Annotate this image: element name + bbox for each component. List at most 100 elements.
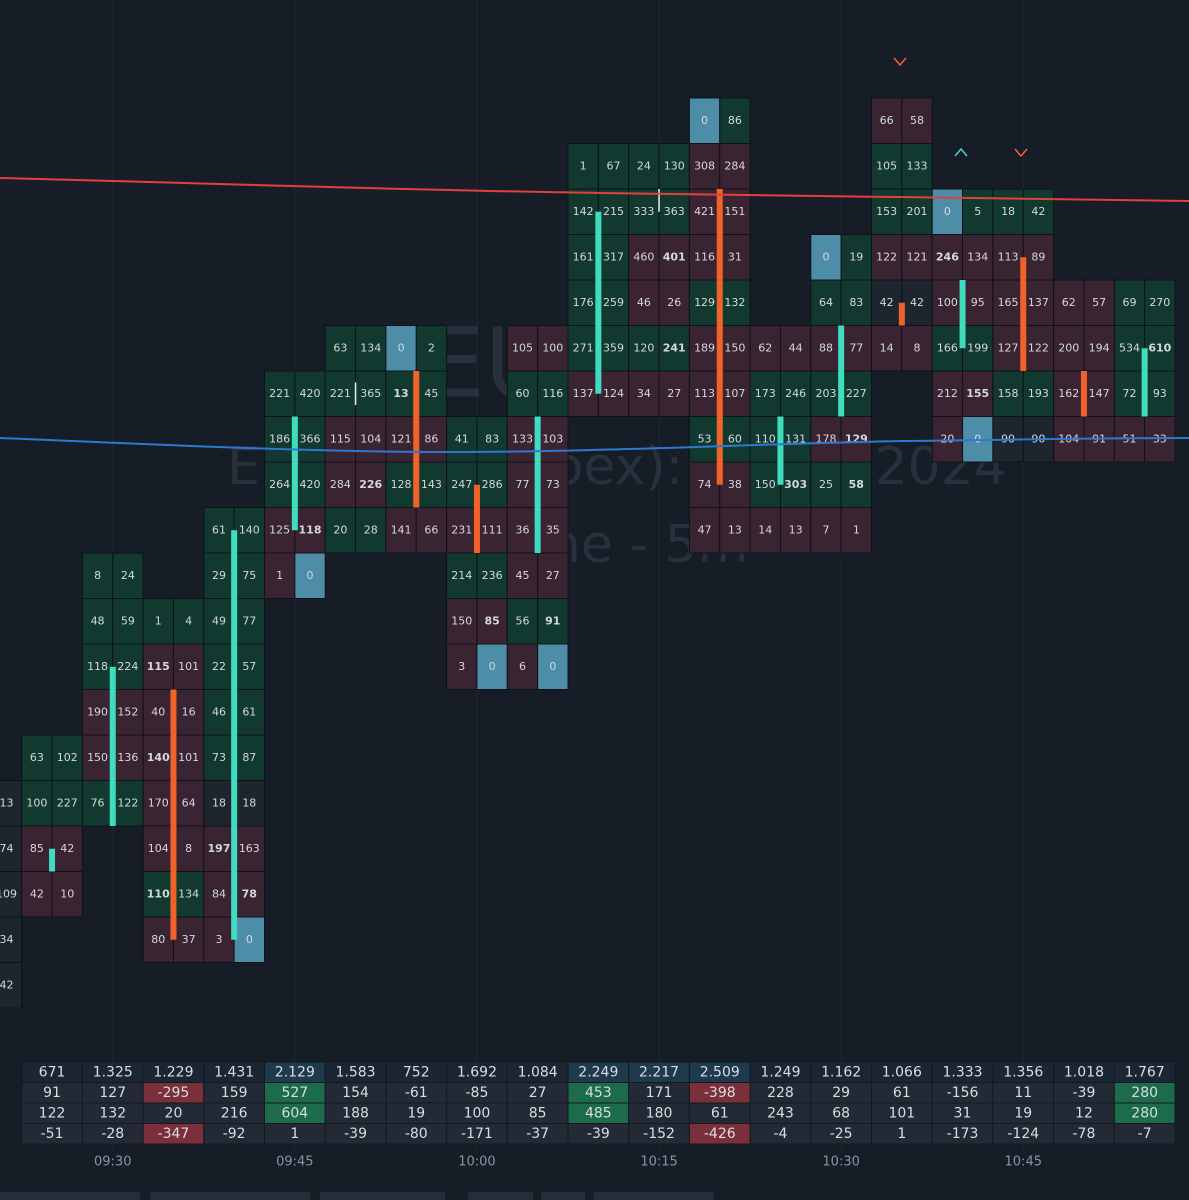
- ask-volume: 193: [1028, 387, 1049, 400]
- ask-volume: 75: [242, 569, 256, 582]
- ask-volume: 60: [728, 432, 742, 445]
- candle-body: [716, 189, 723, 485]
- bid-cell: [21, 825, 53, 872]
- bid-cell: [506, 416, 539, 463]
- summary-value: -28: [101, 1126, 124, 1142]
- bid-volume: 13: [393, 387, 408, 400]
- ask-cell: [597, 188, 630, 235]
- summary-value: -92: [223, 1126, 246, 1142]
- ask-volume: 66: [424, 523, 438, 536]
- ask-volume: 0: [246, 933, 253, 946]
- summary-value: 453: [585, 1085, 612, 1101]
- ask-volume: 73: [546, 478, 560, 491]
- ask-volume: 100: [542, 341, 563, 354]
- ask-volume: 201: [907, 205, 928, 218]
- bid-cell: [931, 279, 964, 326]
- summary-value: -152: [643, 1126, 675, 1142]
- buy-signal: [954, 147, 968, 157]
- ask-volume: 42: [1031, 205, 1045, 218]
- bid-volume: 34: [637, 387, 651, 400]
- ask-cell: [112, 780, 144, 827]
- ask-volume: 57: [1092, 296, 1106, 309]
- ask-cell: [840, 325, 873, 372]
- bid-volume: 36: [515, 523, 529, 536]
- summary-value: -4: [773, 1126, 787, 1142]
- bid-volume: 110: [147, 887, 170, 900]
- bid-volume: 127: [998, 341, 1019, 354]
- summary-value: 29: [832, 1085, 850, 1101]
- ask-cell: [779, 325, 812, 372]
- bid-volume: 46: [212, 705, 226, 718]
- ask-volume: 143: [421, 478, 442, 491]
- bid-cell: [810, 234, 842, 281]
- candle-body: [1020, 257, 1027, 371]
- tab: [150, 1192, 310, 1200]
- bid-cell: [81, 643, 114, 690]
- ask-cell: [172, 825, 205, 872]
- summary-value: 2.129: [275, 1065, 315, 1081]
- bid-volume: 113: [694, 387, 715, 400]
- ask-volume: 67: [607, 159, 621, 172]
- bid-volume: 84: [212, 887, 226, 900]
- summary-value: 20: [165, 1106, 183, 1122]
- ask-volume: 64: [182, 796, 196, 809]
- summary-value: 180: [646, 1106, 673, 1122]
- ask-cell: [719, 325, 751, 372]
- ask-volume: 132: [724, 296, 745, 309]
- ask-volume: 163: [239, 842, 260, 855]
- ask-volume: 16: [182, 705, 196, 718]
- ask-volume: 42: [60, 842, 74, 855]
- ask-cell: [719, 143, 751, 190]
- summary-value: 604: [281, 1106, 308, 1122]
- bid-cell: [203, 598, 235, 645]
- bid-volume: 190: [87, 705, 108, 718]
- summary-value: 1.084: [518, 1065, 558, 1081]
- bid-cell: [628, 325, 660, 372]
- bid-cell: [142, 598, 174, 645]
- summary-value: 91: [43, 1085, 61, 1101]
- ask-volume: 19: [849, 250, 863, 263]
- bid-cell: [203, 916, 235, 963]
- bid-volume: 88: [819, 341, 833, 354]
- summary-value: 243: [767, 1106, 794, 1122]
- ask-volume: 129: [845, 432, 868, 445]
- ask-volume: 4: [185, 614, 192, 627]
- bid-cell: [628, 234, 660, 281]
- summary-value: 132: [99, 1106, 126, 1122]
- ask-cell: [355, 507, 387, 554]
- ask-volume: 77: [242, 614, 256, 627]
- ask-volume: 133: [907, 159, 928, 172]
- summary-value: 671: [39, 1065, 66, 1081]
- bid-volume: 246: [936, 250, 959, 263]
- ask-volume: 24: [121, 569, 135, 582]
- ask-volume: 130: [664, 159, 685, 172]
- bid-cell: [749, 507, 781, 554]
- bid-volume: 105: [876, 159, 897, 172]
- bid-volume: 42: [30, 887, 44, 900]
- summary-value: 85: [529, 1106, 547, 1122]
- x-tick-label: 10:30: [822, 1155, 859, 1170]
- ask-volume: 226: [359, 478, 382, 491]
- ask-cell: [537, 461, 569, 508]
- summary-value: 2.509: [700, 1065, 740, 1081]
- moving-average-red: [0, 177, 1189, 202]
- ask-cell: [840, 234, 873, 281]
- ask-cell: [1022, 188, 1055, 235]
- summary-value: -426: [704, 1126, 736, 1142]
- bid-volume: 133: [512, 432, 533, 445]
- ask-cell: [901, 97, 933, 144]
- ask-volume: 124: [603, 387, 624, 400]
- bid-cell: [506, 325, 539, 372]
- ask-volume: 215: [603, 205, 624, 218]
- ask-volume: 401: [663, 250, 686, 263]
- ask-volume: 2: [428, 341, 435, 354]
- bid-cell: [446, 507, 478, 554]
- summary-value: 1.162: [821, 1065, 861, 1081]
- bid-volume: 271: [573, 341, 594, 354]
- bid-cell: [810, 507, 842, 554]
- bid-volume: 186: [269, 432, 290, 445]
- ask-volume: 151: [724, 205, 745, 218]
- x-tick-label: 10:15: [640, 1155, 677, 1170]
- bid-volume: 200: [1058, 341, 1079, 354]
